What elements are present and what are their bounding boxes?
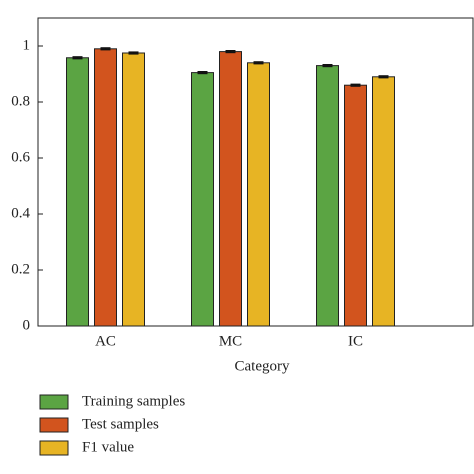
y-tick-label: 0.4	[11, 205, 30, 221]
error-bar	[128, 51, 139, 55]
bar	[247, 62, 270, 327]
y-tick-label: 0.8	[11, 93, 30, 109]
legend-label: F1 value	[82, 439, 134, 455]
legend-swatch	[39, 417, 69, 433]
legend-swatch	[39, 440, 69, 456]
y-tick-label: 1	[23, 37, 31, 53]
x-axis-label: Category	[235, 358, 290, 374]
y-tick-label: 0.6	[11, 149, 30, 165]
x-tick-label: MC	[219, 333, 242, 349]
error-bar	[253, 61, 264, 65]
bar	[122, 52, 145, 327]
y-tick-label: 0	[23, 317, 31, 333]
error-bar	[225, 50, 236, 54]
bar	[66, 57, 89, 327]
legend-label: Training samples	[82, 393, 185, 409]
bar	[372, 76, 395, 327]
error-bar	[100, 47, 111, 51]
error-bar	[350, 83, 361, 87]
legend-swatch	[39, 394, 69, 410]
bar	[316, 65, 339, 327]
bar	[191, 72, 214, 327]
bar	[94, 48, 117, 327]
error-bar	[72, 56, 83, 60]
legend-label: Test samples	[82, 416, 159, 432]
error-bar	[197, 71, 208, 75]
y-tick-label: 0.2	[11, 261, 30, 277]
bar	[344, 84, 367, 327]
bar	[219, 51, 242, 327]
x-tick-label: AC	[95, 333, 116, 349]
x-tick-label: IC	[348, 333, 363, 349]
error-bar	[322, 64, 333, 68]
error-bar	[378, 75, 389, 79]
